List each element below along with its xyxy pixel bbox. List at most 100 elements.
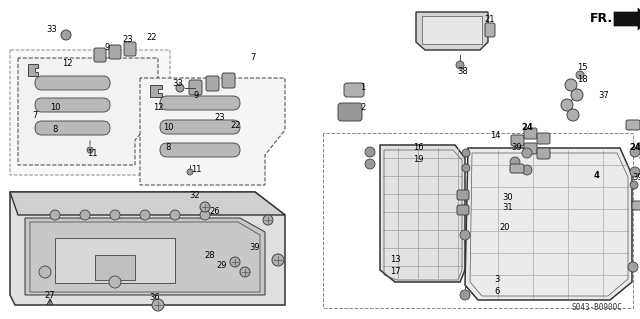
Text: 23: 23	[214, 113, 225, 122]
Circle shape	[80, 210, 90, 220]
Text: 4: 4	[593, 170, 599, 180]
FancyBboxPatch shape	[510, 164, 524, 173]
Text: 29: 29	[217, 261, 227, 270]
Circle shape	[200, 210, 210, 220]
Text: 33: 33	[173, 78, 184, 87]
Text: 9: 9	[193, 92, 198, 100]
FancyBboxPatch shape	[160, 120, 240, 134]
Text: 20: 20	[500, 224, 510, 233]
FancyBboxPatch shape	[189, 80, 202, 95]
FancyBboxPatch shape	[511, 135, 524, 146]
FancyBboxPatch shape	[537, 133, 550, 144]
Text: 39: 39	[250, 243, 260, 253]
Circle shape	[565, 79, 577, 91]
Polygon shape	[10, 50, 170, 175]
Text: 11: 11	[191, 166, 201, 174]
FancyBboxPatch shape	[222, 73, 235, 88]
Text: 18: 18	[577, 75, 588, 84]
FancyBboxPatch shape	[35, 98, 110, 112]
Text: 10: 10	[50, 103, 60, 113]
Polygon shape	[150, 85, 162, 97]
Text: 23: 23	[123, 34, 133, 43]
FancyBboxPatch shape	[124, 42, 136, 56]
Circle shape	[109, 276, 121, 288]
Text: 37: 37	[598, 91, 609, 100]
Text: 30: 30	[502, 192, 513, 202]
Circle shape	[187, 169, 193, 175]
FancyBboxPatch shape	[206, 76, 219, 91]
FancyBboxPatch shape	[338, 103, 362, 121]
Text: 38: 38	[458, 68, 468, 77]
Circle shape	[240, 267, 250, 277]
Polygon shape	[28, 64, 38, 76]
Circle shape	[630, 167, 640, 177]
Circle shape	[50, 210, 60, 220]
Text: 16: 16	[413, 144, 423, 152]
Text: 24: 24	[629, 144, 640, 152]
Text: 10: 10	[163, 122, 173, 131]
Polygon shape	[416, 12, 488, 50]
Text: 15: 15	[577, 63, 588, 72]
Circle shape	[152, 299, 164, 311]
Circle shape	[510, 157, 520, 167]
Text: 21: 21	[484, 16, 495, 25]
Text: 8: 8	[165, 144, 171, 152]
Polygon shape	[10, 192, 285, 305]
Circle shape	[39, 266, 51, 278]
Circle shape	[272, 254, 284, 266]
Circle shape	[200, 202, 210, 212]
FancyBboxPatch shape	[35, 121, 110, 135]
Text: 2: 2	[360, 102, 365, 112]
FancyBboxPatch shape	[35, 76, 110, 90]
FancyBboxPatch shape	[457, 190, 469, 200]
Text: 24: 24	[521, 123, 533, 132]
Polygon shape	[10, 192, 285, 215]
Circle shape	[460, 290, 470, 300]
Text: 9: 9	[104, 42, 109, 51]
Text: 17: 17	[390, 268, 400, 277]
Text: 1: 1	[360, 84, 365, 93]
Circle shape	[365, 159, 375, 169]
Circle shape	[140, 210, 150, 220]
Bar	[95, 255, 135, 280]
Polygon shape	[380, 145, 465, 282]
Text: 33: 33	[47, 26, 58, 34]
Text: 31: 31	[502, 204, 513, 212]
Text: 27: 27	[45, 291, 55, 300]
Text: FR.: FR.	[590, 11, 613, 25]
Circle shape	[462, 149, 470, 157]
Circle shape	[571, 89, 583, 101]
Circle shape	[460, 230, 470, 240]
Text: 13: 13	[390, 256, 400, 264]
Circle shape	[630, 147, 640, 157]
FancyBboxPatch shape	[160, 143, 240, 157]
FancyBboxPatch shape	[94, 48, 106, 62]
FancyBboxPatch shape	[524, 143, 537, 154]
Circle shape	[522, 148, 532, 158]
Bar	[422, 16, 482, 44]
Circle shape	[456, 61, 464, 69]
Circle shape	[61, 30, 71, 40]
Text: 14: 14	[490, 131, 500, 140]
Text: 36: 36	[150, 293, 161, 301]
FancyBboxPatch shape	[537, 148, 550, 159]
Text: 22: 22	[231, 121, 241, 130]
Polygon shape	[140, 78, 285, 185]
Text: 11: 11	[87, 149, 97, 158]
FancyBboxPatch shape	[160, 96, 240, 110]
Text: 12: 12	[61, 60, 72, 69]
Text: 32: 32	[189, 190, 200, 199]
FancyBboxPatch shape	[109, 45, 121, 59]
Text: 22: 22	[147, 33, 157, 41]
Circle shape	[110, 210, 120, 220]
FancyBboxPatch shape	[626, 120, 640, 130]
FancyBboxPatch shape	[637, 143, 640, 153]
Circle shape	[87, 147, 93, 153]
Text: 28: 28	[205, 250, 215, 259]
Text: 7: 7	[250, 54, 256, 63]
Circle shape	[522, 165, 532, 175]
Circle shape	[628, 262, 638, 272]
Text: 3: 3	[494, 275, 500, 284]
Polygon shape	[25, 218, 265, 295]
Text: 7: 7	[32, 112, 38, 121]
